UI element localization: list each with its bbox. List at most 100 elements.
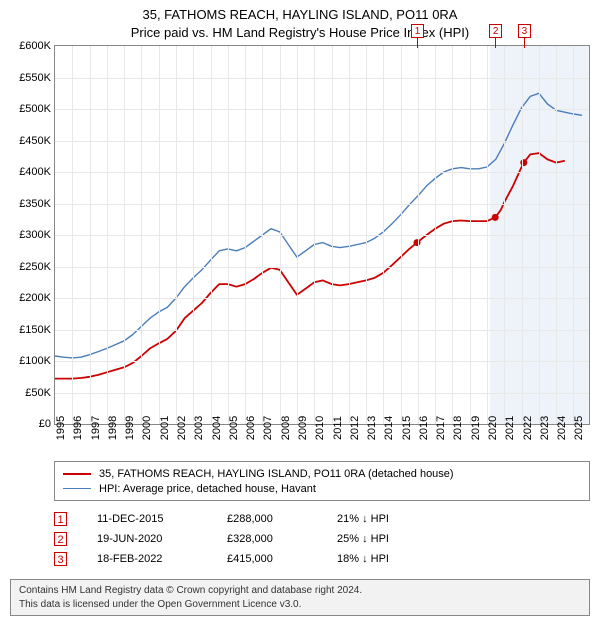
- x-tick-label: 2019: [470, 416, 482, 440]
- x-gridline: [487, 46, 488, 424]
- legend-label: HPI: Average price, detached house, Hava…: [99, 483, 316, 495]
- sale-row-marker: 3: [54, 552, 67, 566]
- sales-table: 111-DEC-2015£288,00021% ↓ HPI219-JUN-202…: [54, 509, 590, 569]
- x-tick-label: 2005: [228, 416, 240, 440]
- legend-label: 35, FATHOMS REACH, HAYLING ISLAND, PO11 …: [99, 468, 454, 480]
- x-gridline: [107, 46, 108, 424]
- sale-row-marker: 1: [54, 512, 67, 526]
- x-tick-label: 2016: [418, 416, 430, 440]
- x-gridline: [435, 46, 436, 424]
- x-gridline: [314, 46, 315, 424]
- x-tick-label: 2021: [504, 416, 516, 440]
- x-tick-label: 2025: [573, 416, 585, 440]
- title-subtitle: Price paid vs. HM Land Registry's House …: [0, 24, 600, 42]
- y-gridline: [55, 109, 589, 110]
- x-gridline: [280, 46, 281, 424]
- sale-diff: 18% ↓ HPI: [337, 553, 389, 565]
- sale-price: £415,000: [227, 553, 307, 565]
- y-gridline: [55, 78, 589, 79]
- y-gridline: [55, 141, 589, 142]
- y-tick-label: £600K: [19, 40, 51, 52]
- plot-area: £0£50K£100K£150K£200K£250K£300K£350K£400…: [54, 45, 590, 425]
- x-tick-label: 1998: [107, 416, 119, 440]
- y-gridline: [55, 393, 589, 394]
- footer-line1: Contains HM Land Registry data © Crown c…: [19, 584, 581, 598]
- x-gridline: [383, 46, 384, 424]
- y-tick-label: £0: [39, 418, 51, 430]
- x-gridline: [141, 46, 142, 424]
- x-tick-label: 2001: [159, 416, 171, 440]
- y-tick-label: £350K: [19, 198, 51, 210]
- x-tick-label: 2013: [366, 416, 378, 440]
- y-tick-label: £250K: [19, 261, 51, 273]
- x-tick-label: 2023: [539, 416, 551, 440]
- x-tick-label: 2010: [314, 416, 326, 440]
- sale-marker-tick: [417, 38, 418, 48]
- x-gridline: [72, 46, 73, 424]
- y-tick-label: £100K: [19, 355, 51, 367]
- x-gridline: [556, 46, 557, 424]
- x-gridline: [297, 46, 298, 424]
- sale-marker-3: 3: [518, 24, 531, 38]
- sale-date: 18-FEB-2022: [97, 553, 197, 565]
- x-tick-label: 2006: [245, 416, 257, 440]
- legend-row: HPI: Average price, detached house, Hava…: [63, 481, 581, 496]
- x-tick-label: 1997: [90, 416, 102, 440]
- x-gridline: [366, 46, 367, 424]
- y-tick-label: £50K: [25, 387, 51, 399]
- title-address: 35, FATHOMS REACH, HAYLING ISLAND, PO11 …: [0, 6, 600, 24]
- legend-row: 35, FATHOMS REACH, HAYLING ISLAND, PO11 …: [63, 466, 581, 481]
- y-tick-label: £450K: [19, 135, 51, 147]
- y-tick-label: £150K: [19, 324, 51, 336]
- series-hpi: [55, 93, 582, 358]
- x-gridline: [539, 46, 540, 424]
- x-gridline: [262, 46, 263, 424]
- sale-diff: 21% ↓ HPI: [337, 513, 389, 525]
- footer-attribution: Contains HM Land Registry data © Crown c…: [10, 579, 590, 616]
- x-tick-label: 2014: [383, 416, 395, 440]
- x-tick-label: 2018: [452, 416, 464, 440]
- footer-line2: This data is licensed under the Open Gov…: [19, 598, 581, 612]
- x-tick-label: 2012: [349, 416, 361, 440]
- chart-container: 35, FATHOMS REACH, HAYLING ISLAND, PO11 …: [0, 0, 600, 616]
- x-gridline: [522, 46, 523, 424]
- y-tick-label: £400K: [19, 166, 51, 178]
- x-tick-label: 1996: [72, 416, 84, 440]
- sale-marker-tick: [524, 38, 525, 48]
- x-tick-label: 1999: [124, 416, 136, 440]
- x-gridline: [193, 46, 194, 424]
- y-gridline: [55, 267, 589, 268]
- x-gridline: [332, 46, 333, 424]
- y-gridline: [55, 298, 589, 299]
- sale-row: 219-JUN-2020£328,00025% ↓ HPI: [54, 529, 590, 549]
- sale-row-marker: 2: [54, 532, 67, 546]
- x-tick-label: 1995: [55, 416, 67, 440]
- x-tick-label: 2022: [522, 416, 534, 440]
- legend-swatch: [63, 488, 91, 489]
- y-gridline: [55, 330, 589, 331]
- x-tick-label: 2004: [211, 416, 223, 440]
- x-tick-label: 2007: [262, 416, 274, 440]
- y-tick-label: £200K: [19, 292, 51, 304]
- sale-marker-2: 2: [489, 24, 502, 38]
- x-tick-label: 2024: [556, 416, 568, 440]
- sale-marker-1: 1: [411, 24, 424, 38]
- x-gridline: [124, 46, 125, 424]
- x-gridline: [211, 46, 212, 424]
- sale-row: 111-DEC-2015£288,00021% ↓ HPI: [54, 509, 590, 529]
- x-tick-label: 2015: [401, 416, 413, 440]
- x-gridline: [418, 46, 419, 424]
- sale-price: £328,000: [227, 533, 307, 545]
- x-gridline: [573, 46, 574, 424]
- x-gridline: [452, 46, 453, 424]
- x-tick-label: 2003: [193, 416, 205, 440]
- x-gridline: [228, 46, 229, 424]
- y-gridline: [55, 235, 589, 236]
- x-gridline: [349, 46, 350, 424]
- sale-row: 3 18-FEB-2022 £415,000 18% ↓ HPI: [54, 549, 590, 569]
- y-tick-label: £500K: [19, 103, 51, 115]
- x-gridline: [176, 46, 177, 424]
- x-gridline: [245, 46, 246, 424]
- x-gridline: [401, 46, 402, 424]
- y-tick-label: £300K: [19, 229, 51, 241]
